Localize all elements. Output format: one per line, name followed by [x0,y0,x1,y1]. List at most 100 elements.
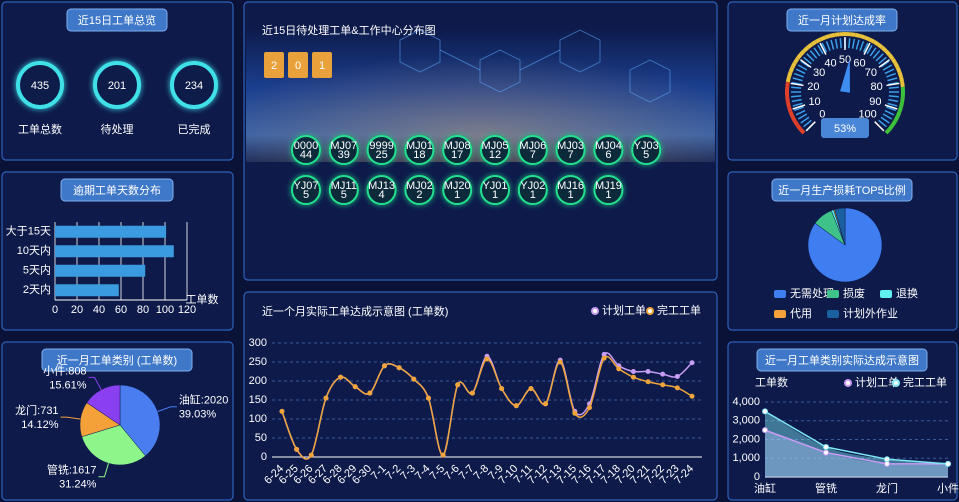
gauge-minor-tick [809,50,818,59]
node-code: MJ11 [331,180,357,192]
digit-box [264,52,284,78]
gauge-band [884,49,891,57]
leader-line [157,406,177,412]
gauge-band [799,49,806,57]
point [308,452,314,458]
x-tick-label: 龙门 [876,481,898,495]
legend-swatch [774,290,786,298]
digit-box [312,52,332,78]
point [455,382,461,388]
node-count: 25 [375,149,387,161]
gauge-band [895,111,902,118]
gauge-minor-tick [834,38,839,49]
node-count: 7 [530,149,536,161]
node-code: MJ03 [557,140,584,152]
gauge-minor-tick [878,119,887,128]
work-center-node [631,135,662,165]
node-code: MJ02 [406,180,433,192]
gauge-band [819,35,826,42]
gauge-tick-label: 100 [858,109,876,121]
gauge-minor-tick [866,44,873,55]
gauge-band [785,96,790,103]
gauge-minor-tick [800,60,810,68]
node-code: MJ04 [595,140,622,152]
point [645,369,651,374]
y-tick-label: 100 [249,413,267,425]
gauge-band [785,76,791,83]
point [689,393,695,399]
gauge-minor-tick [839,38,842,49]
gauge-minor-tick [797,113,808,120]
gauge-minor-tick [888,98,899,103]
work-center-node [593,135,624,165]
gauge-tick-label: 70 [865,67,877,79]
legend-label: 损废 [843,286,865,300]
gauge-tick-label: 40 [824,57,836,69]
gauge-tick-label: 80 [870,81,882,93]
stat-value: 435 [31,80,49,92]
gauge-minor-tick [791,95,802,98]
point [823,444,829,450]
point [945,460,951,467]
point [543,401,549,407]
gauge-minor-tick [859,41,865,51]
gauge-tick-label: 20 [807,81,819,93]
panel-title: 近一月计划达成率 [798,13,886,27]
gauge-minor-tick [797,64,808,71]
gauge-minor-tick [813,47,821,57]
gauge-band [868,37,875,44]
point [411,376,417,382]
y-tick-label: 150 [249,394,267,406]
point [279,408,285,414]
gauge-band [899,101,905,108]
y-tick-label: 200 [249,375,267,387]
gauge-band [877,42,884,50]
percent-label: 15.61% [49,379,87,391]
gauge-band [799,127,806,135]
point [338,374,344,380]
point [396,365,402,371]
panel [243,291,718,501]
legend-label: 完工工单 [903,375,947,389]
y-tick-label: 3,000 [732,415,760,427]
gauge-tick-label: 10 [808,96,820,108]
point [884,456,890,463]
legend-label: 无需处理 [790,287,834,300]
pie-slice [81,424,146,466]
point [674,373,680,379]
gauge-band [849,32,856,37]
point [513,403,519,409]
gauge-band [897,71,903,78]
title-badge [60,178,174,202]
point [645,379,651,385]
gauge-minor-tick [887,102,898,107]
work-center-node [555,175,586,205]
gauge-minor-tick [817,44,824,55]
node-count: 44 [300,149,312,161]
y-tick-label: 2天内 [23,282,51,296]
work-center-node [480,135,510,165]
y-tick-label: 1,000 [732,452,760,464]
point [660,371,666,377]
y-tick-label: 大于15天 [6,224,51,238]
y-tick-label: 300 [249,337,267,349]
gauge-tick-label: 60 [853,57,865,69]
y-tick-label: 10天内 [17,243,51,257]
gauge-tick [819,42,827,55]
gauge-minor-tick [800,116,810,124]
y-tick-label: 2,000 [732,433,760,445]
node-count: 5 [303,189,309,201]
bar [55,245,174,258]
leader-line [88,376,102,390]
point [587,405,592,411]
title-badge [786,8,898,32]
work-center-node [404,135,435,165]
gauge-minor-tick [791,98,802,103]
gauge-band [785,101,791,108]
work-center-node [366,135,397,165]
gauge-band [884,127,891,135]
gauge-band [890,57,897,65]
x-tick-label: 80 [137,304,149,316]
